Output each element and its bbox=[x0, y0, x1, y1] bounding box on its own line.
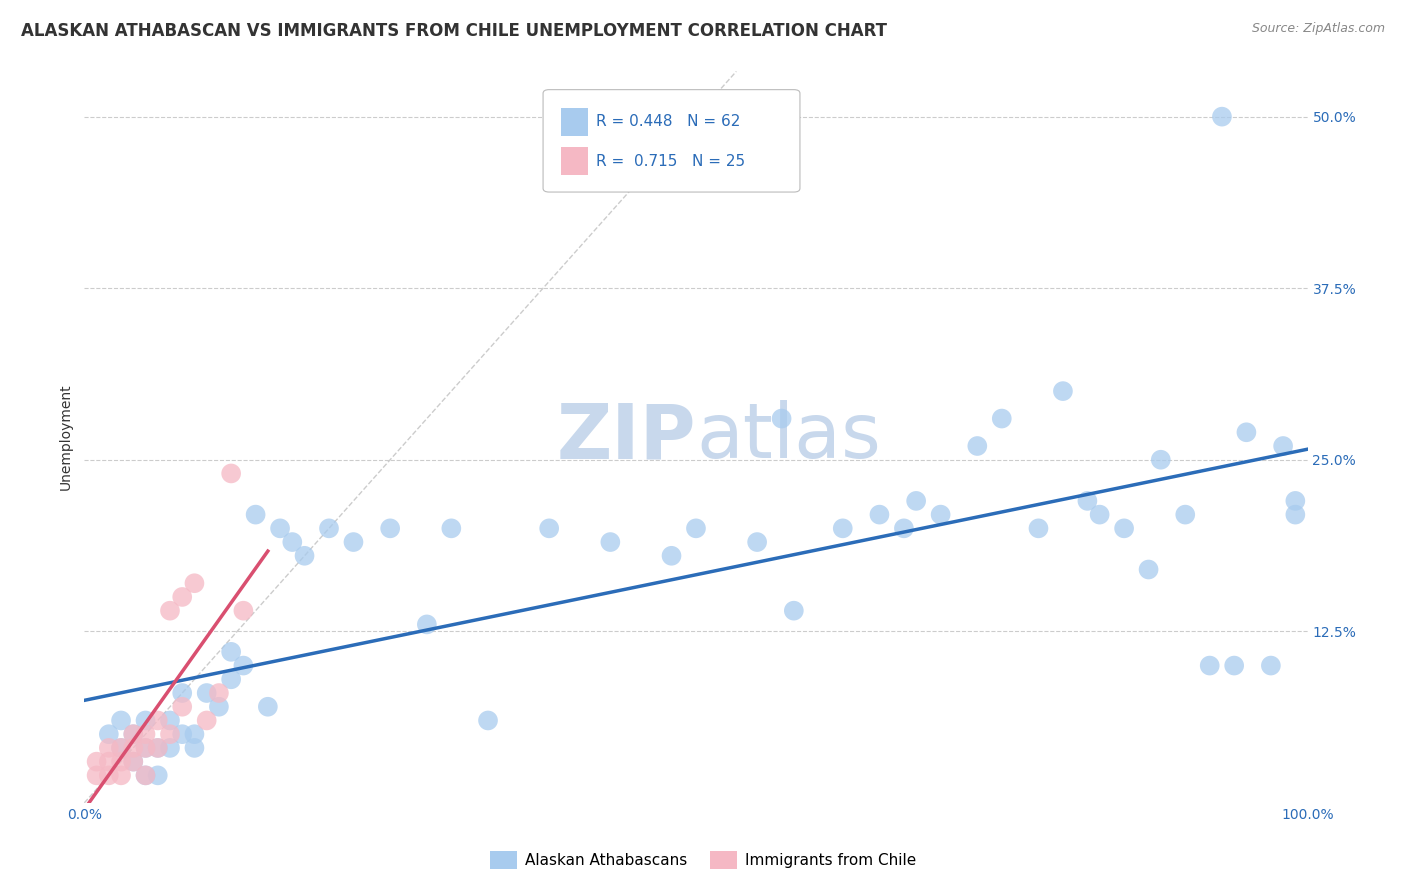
Point bbox=[219, 467, 242, 481]
Point bbox=[770, 411, 793, 425]
Point bbox=[416, 617, 439, 632]
Point bbox=[219, 645, 242, 659]
Point bbox=[159, 740, 181, 755]
Point bbox=[269, 521, 291, 535]
Point bbox=[685, 521, 707, 535]
Point bbox=[1260, 658, 1282, 673]
Text: Source: ZipAtlas.com: Source: ZipAtlas.com bbox=[1251, 22, 1385, 36]
Point bbox=[1150, 452, 1173, 467]
Point bbox=[146, 768, 169, 782]
Point bbox=[869, 508, 891, 522]
Point bbox=[1236, 425, 1258, 440]
Point bbox=[245, 508, 267, 522]
Point bbox=[342, 535, 364, 549]
Point bbox=[1284, 508, 1306, 522]
Point bbox=[1223, 658, 1246, 673]
Point bbox=[172, 699, 194, 714]
FancyBboxPatch shape bbox=[561, 108, 588, 136]
Point bbox=[110, 755, 132, 769]
Point bbox=[97, 727, 120, 741]
Y-axis label: Unemployment: Unemployment bbox=[59, 384, 73, 491]
Point bbox=[1028, 521, 1050, 535]
Text: R = 0.448   N = 62: R = 0.448 N = 62 bbox=[596, 114, 740, 129]
Point bbox=[135, 727, 157, 741]
Point bbox=[122, 727, 145, 741]
Point bbox=[86, 768, 108, 782]
Text: R =  0.715   N = 25: R = 0.715 N = 25 bbox=[596, 153, 745, 169]
Point bbox=[97, 768, 120, 782]
Point bbox=[110, 714, 132, 728]
Point bbox=[146, 740, 169, 755]
Point bbox=[318, 521, 340, 535]
Point bbox=[122, 755, 145, 769]
Point bbox=[661, 549, 683, 563]
Point bbox=[1198, 658, 1220, 673]
Point bbox=[110, 768, 132, 782]
Point bbox=[380, 521, 402, 535]
Point bbox=[929, 508, 952, 522]
Point bbox=[1088, 508, 1111, 522]
Point bbox=[1174, 508, 1197, 522]
Point bbox=[135, 768, 157, 782]
Point bbox=[122, 727, 145, 741]
Point bbox=[97, 740, 120, 755]
Point bbox=[232, 658, 254, 673]
Point bbox=[477, 714, 499, 728]
Point bbox=[183, 740, 205, 755]
Text: ZIP: ZIP bbox=[557, 401, 696, 474]
Point bbox=[172, 686, 194, 700]
Point bbox=[281, 535, 304, 549]
Point bbox=[294, 549, 316, 563]
Point bbox=[195, 686, 218, 700]
Point bbox=[135, 714, 157, 728]
Point bbox=[966, 439, 988, 453]
Legend: Alaskan Athabascans, Immigrants from Chile: Alaskan Athabascans, Immigrants from Chi… bbox=[484, 845, 922, 875]
Point bbox=[1284, 494, 1306, 508]
Point bbox=[208, 699, 231, 714]
Point bbox=[86, 755, 108, 769]
Point bbox=[172, 590, 194, 604]
Point bbox=[146, 714, 169, 728]
Point bbox=[599, 535, 621, 549]
Point bbox=[110, 740, 132, 755]
Point bbox=[1272, 439, 1295, 453]
Point bbox=[146, 740, 169, 755]
Text: ALASKAN ATHABASCAN VS IMMIGRANTS FROM CHILE UNEMPLOYMENT CORRELATION CHART: ALASKAN ATHABASCAN VS IMMIGRANTS FROM CH… bbox=[21, 22, 887, 40]
Point bbox=[905, 494, 928, 508]
Point bbox=[1052, 384, 1074, 398]
Point bbox=[159, 714, 181, 728]
Point bbox=[122, 755, 145, 769]
Point bbox=[538, 521, 561, 535]
Point bbox=[232, 604, 254, 618]
Point bbox=[893, 521, 915, 535]
Point bbox=[257, 699, 280, 714]
FancyBboxPatch shape bbox=[561, 147, 588, 175]
Point bbox=[991, 411, 1014, 425]
Point bbox=[135, 740, 157, 755]
Point bbox=[183, 727, 205, 741]
Text: atlas: atlas bbox=[696, 401, 880, 474]
Point bbox=[1114, 521, 1136, 535]
Point bbox=[135, 768, 157, 782]
Point bbox=[747, 535, 769, 549]
Point bbox=[440, 521, 463, 535]
Point bbox=[172, 727, 194, 741]
Point bbox=[1076, 494, 1098, 508]
Point bbox=[110, 740, 132, 755]
Point bbox=[159, 604, 181, 618]
FancyBboxPatch shape bbox=[543, 90, 800, 192]
Point bbox=[219, 673, 242, 687]
Point bbox=[135, 740, 157, 755]
Point bbox=[195, 714, 218, 728]
Point bbox=[1211, 110, 1233, 124]
Point bbox=[122, 740, 145, 755]
Point bbox=[1137, 562, 1160, 576]
Point bbox=[183, 576, 205, 591]
Point bbox=[831, 521, 853, 535]
Point bbox=[159, 727, 181, 741]
Point bbox=[783, 604, 806, 618]
Point bbox=[208, 686, 231, 700]
Point bbox=[97, 755, 120, 769]
